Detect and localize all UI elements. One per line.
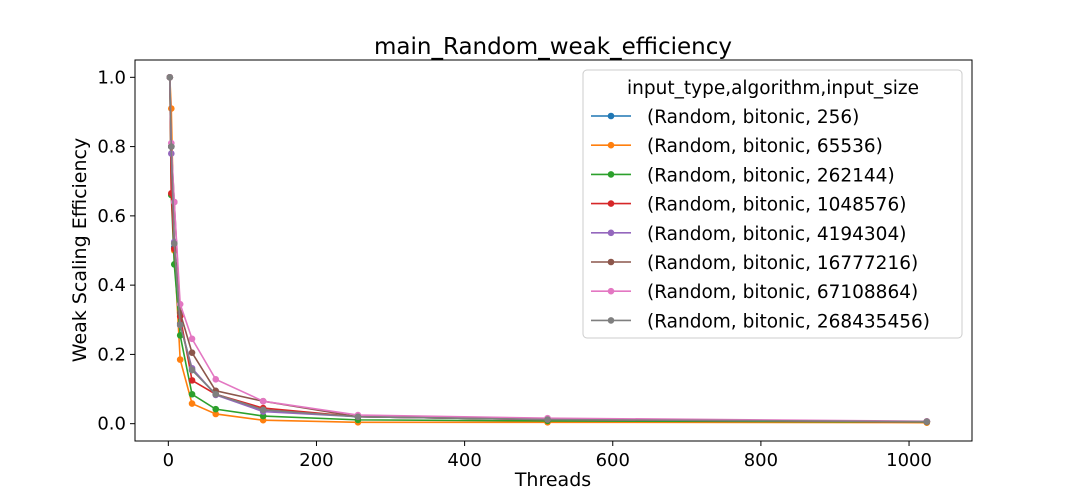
plot-area (134, 59, 973, 442)
data-point (259, 406, 267, 414)
data-point (259, 397, 267, 405)
data-point (188, 390, 196, 398)
legend-item: (Random, bitonic, 4194304) (591, 224, 906, 245)
legend-items: (Random, bitonic, 256) (Random, bitonic, … (591, 107, 930, 332)
legend-swatch-marker (607, 229, 615, 237)
y-axis: 0.0 0.2 0.4 0.6 0.8 1.0 (97, 67, 135, 435)
legend-swatch-marker (607, 112, 615, 120)
legend-swatch-marker (607, 200, 615, 207)
legend-item: (Random, bitonic, 16777216) (591, 253, 918, 274)
legend-label: (Random, bitonic, 4194304) (647, 224, 906, 245)
y-tick-label: 0.6 (97, 206, 126, 227)
chart-title: main_Random_weak_efficiency (374, 34, 732, 60)
legend-label: (Random, bitonic, 16777216) (647, 253, 918, 274)
legend-swatch-marker (607, 317, 615, 324)
data-point (188, 400, 196, 407)
plot-frame (134, 59, 973, 442)
x-tick-label: 200 (299, 450, 333, 471)
data-point (166, 74, 174, 81)
data-point (212, 405, 220, 413)
data-point (188, 366, 196, 374)
legend-label: (Random, bitonic, 262144) (647, 165, 895, 186)
x-axis-label: Threads (514, 469, 591, 491)
legend-item: (Random, bitonic, 65536) (591, 136, 883, 157)
x-tick-label: 600 (596, 450, 630, 471)
legend-box (582, 69, 963, 339)
series-8 (166, 74, 931, 425)
data-point (354, 413, 362, 421)
legend-swatch-marker (607, 141, 615, 149)
y-tick-label: 0.8 (97, 137, 126, 158)
legend-swatch-marker (607, 287, 615, 295)
legend-title: input_type,algorithm,input_size (627, 78, 919, 99)
x-tick-label: 800 (744, 450, 778, 471)
legend-item: (Random, bitonic, 268435456) (591, 311, 930, 332)
data-point (176, 321, 184, 329)
x-tick-label: 1000 (886, 450, 932, 471)
data-point (188, 335, 196, 343)
legend-label: (Random, bitonic, 256) (647, 107, 859, 128)
legend-label: (Random, bitonic, 1048576) (647, 195, 906, 216)
legend-item: (Random, bitonic, 1048576) (591, 195, 906, 216)
data-point (544, 416, 551, 423)
legend-item: (Random, bitonic, 256) (591, 107, 859, 128)
x-axis: 0 200 400 600 800 1000 (163, 441, 932, 471)
legend-swatch-marker (607, 258, 615, 266)
series-line (169, 77, 927, 423)
data-point (170, 240, 178, 247)
legend-label: (Random, bitonic, 65536) (647, 136, 883, 157)
data-point (212, 390, 220, 398)
legend-item: (Random, bitonic, 262144) (591, 165, 895, 186)
legend-item: (Random, bitonic, 67108864) (591, 282, 918, 303)
data-point (923, 418, 931, 425)
data-point (188, 377, 196, 384)
y-tick-label: 0.4 (97, 275, 126, 296)
y-axis-label: Weak Scaling Efficiency (69, 138, 91, 362)
y-tick-label: 0.2 (97, 344, 126, 365)
data-point (167, 143, 175, 150)
legend-label: (Random, bitonic, 67108864) (647, 282, 918, 303)
data-point (170, 198, 178, 206)
series-group (166, 74, 931, 426)
data-point (212, 376, 220, 383)
legend-label: (Random, bitonic, 268435456) (647, 311, 930, 332)
x-tick-label: 400 (447, 450, 481, 471)
legend-swatch-marker (607, 171, 615, 178)
x-tick-label: 0 (163, 450, 174, 471)
legend: input_type,algorithm,input_size (Random,… (582, 69, 963, 339)
y-tick-label: 0.0 (97, 414, 126, 435)
data-point (176, 356, 184, 363)
y-tick-label: 1.0 (97, 67, 126, 88)
data-point (188, 349, 196, 356)
data-point (212, 410, 220, 418)
